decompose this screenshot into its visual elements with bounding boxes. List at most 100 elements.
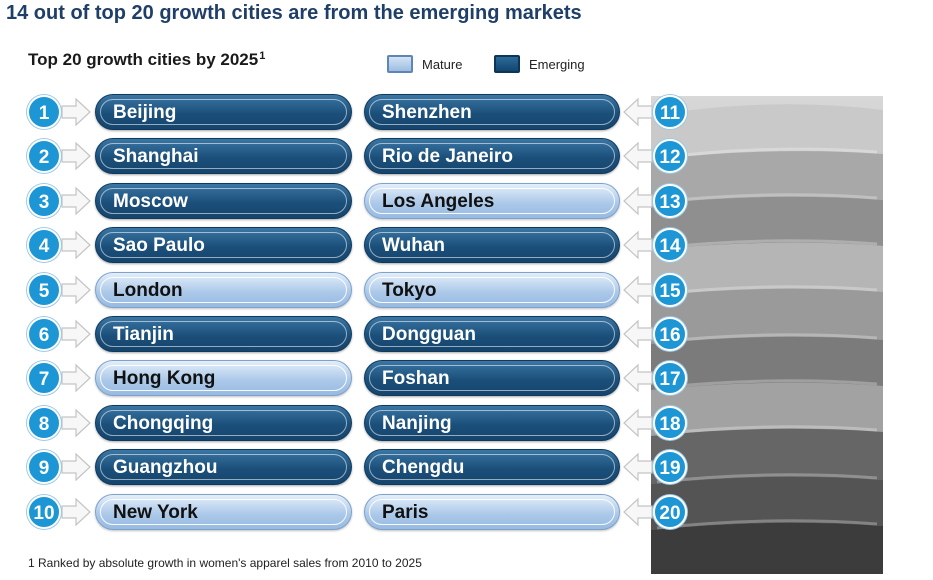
rank-arrow-11: [623, 97, 653, 127]
rank-badge-7: 7: [27, 361, 61, 395]
city-pill-highlight-12: [369, 143, 615, 169]
city-pill-highlight-5: [100, 277, 347, 303]
city-pill-9: Guangzhou: [95, 449, 352, 485]
rank-arrow-10: [61, 497, 91, 527]
city-pill-3: Moscow: [95, 183, 352, 219]
rank-badge-8: 8: [27, 406, 61, 440]
city-pill-highlight-20: [369, 499, 615, 525]
city-name-7: Hong Kong: [113, 368, 216, 389]
city-name-3: Moscow: [113, 191, 188, 212]
legend-item-mature: Mature: [387, 53, 462, 75]
rank-arrow-19: [623, 452, 653, 482]
rank-badge-6: 6: [27, 317, 61, 351]
city-pill-highlight-17: [369, 365, 615, 391]
rank-badge-3: 3: [27, 184, 61, 218]
city-pill-12: Rio de Janeiro: [364, 138, 620, 174]
rank-badge-4: 4: [27, 228, 61, 262]
legend-swatch-mature: [387, 55, 413, 73]
footnote-marker: 1: [259, 50, 266, 62]
city-pill-17: Foshan: [364, 360, 620, 396]
rank-arrow-17: [623, 363, 653, 393]
city-pill-19: Chengdu: [364, 449, 620, 485]
city-name-2: Shanghai: [113, 146, 199, 167]
rank-arrow-12: [623, 141, 653, 171]
rank-arrow-16: [623, 319, 653, 349]
city-pill-10: New York: [95, 494, 352, 530]
legend-label-mature: Mature: [422, 56, 463, 72]
rank-arrow-4: [61, 230, 91, 260]
city-pill-highlight-18: [369, 410, 615, 436]
city-pill-7: Hong Kong: [95, 360, 352, 396]
footnote: 1 Ranked by absolute growth in women's a…: [28, 556, 422, 570]
city-pill-highlight-19: [369, 454, 615, 480]
city-name-10: New York: [113, 502, 198, 523]
legend-label-emerging: Emerging: [529, 56, 585, 72]
city-name-5: London: [113, 280, 183, 301]
city-pill-1: Beijing: [95, 94, 352, 130]
city-name-9: Guangzhou: [113, 457, 218, 478]
rank-arrow-3: [61, 186, 91, 216]
rank-arrow-15: [623, 275, 653, 305]
city-name-15: Tokyo: [382, 280, 437, 301]
city-name-17: Foshan: [382, 368, 450, 389]
city-name-20: Paris: [382, 502, 429, 523]
city-pill-highlight-1: [100, 99, 347, 125]
city-pill-18: Nanjing: [364, 405, 620, 441]
rank-badge-17: 17: [653, 361, 687, 395]
city-pill-15: Tokyo: [364, 272, 620, 308]
city-pill-highlight-6: [100, 321, 347, 347]
rank-badge-1: 1: [27, 95, 61, 129]
city-name-12: Rio de Janeiro: [382, 146, 513, 167]
rank-arrow-2: [61, 141, 91, 171]
legend-item-emerging: Emerging: [494, 53, 585, 75]
rank-badge-5: 5: [27, 273, 61, 307]
city-name-14: Wuhan: [382, 235, 445, 256]
city-pill-highlight-7: [100, 365, 347, 391]
rank-badge-13: 13: [653, 184, 687, 218]
city-name-13: Los Angeles: [382, 191, 495, 212]
rank-badge-12: 12: [653, 139, 687, 173]
chart-title: Top 20 growth cities by 20251: [28, 50, 265, 70]
rank-arrow-20: [623, 497, 653, 527]
city-pill-5: London: [95, 272, 352, 308]
rank-badge-11: 11: [653, 95, 687, 129]
headline: 14 out of top 20 growth cities are from …: [6, 2, 582, 24]
city-name-19: Chengdu: [382, 457, 465, 478]
rank-arrow-14: [623, 230, 653, 260]
city-pill-highlight-9: [100, 454, 347, 480]
city-pill-highlight-10: [100, 499, 347, 525]
city-pill-highlight-13: [369, 188, 615, 214]
chart-title-text: Top 20 growth cities by 2025: [28, 50, 259, 69]
legend-swatch-emerging: [494, 55, 520, 73]
city-pill-20: Paris: [364, 494, 620, 530]
rank-arrow-8: [61, 408, 91, 438]
rank-arrow-18: [623, 408, 653, 438]
rank-arrow-13: [623, 186, 653, 216]
rank-badge-20: 20: [653, 495, 687, 529]
rank-badge-2: 2: [27, 139, 61, 173]
rank-arrow-7: [61, 363, 91, 393]
city-pill-highlight-15: [369, 277, 615, 303]
rank-arrow-6: [61, 319, 91, 349]
rank-badge-10: 10: [27, 495, 61, 529]
city-pill-8: Chongqing: [95, 405, 352, 441]
city-pill-highlight-8: [100, 410, 347, 436]
rank-badge-16: 16: [653, 317, 687, 351]
city-pill-highlight-2: [100, 143, 347, 169]
city-pill-11: Shenzhen: [364, 94, 620, 130]
city-name-8: Chongqing: [113, 413, 214, 434]
rank-badge-18: 18: [653, 406, 687, 440]
city-name-16: Dongguan: [382, 324, 476, 345]
city-name-4: Sao Paulo: [113, 235, 205, 256]
city-pill-highlight-4: [100, 232, 347, 258]
city-pill-highlight-16: [369, 321, 615, 347]
city-pill-13: Los Angeles: [364, 183, 620, 219]
city-name-11: Shenzhen: [382, 102, 472, 123]
rank-badge-9: 9: [27, 450, 61, 484]
city-pill-6: Tianjin: [95, 316, 352, 352]
city-pill-4: Sao Paulo: [95, 227, 352, 263]
rank-arrow-5: [61, 275, 91, 305]
rank-badge-14: 14: [653, 228, 687, 262]
city-name-1: Beijing: [113, 102, 177, 123]
city-pill-16: Dongguan: [364, 316, 620, 352]
